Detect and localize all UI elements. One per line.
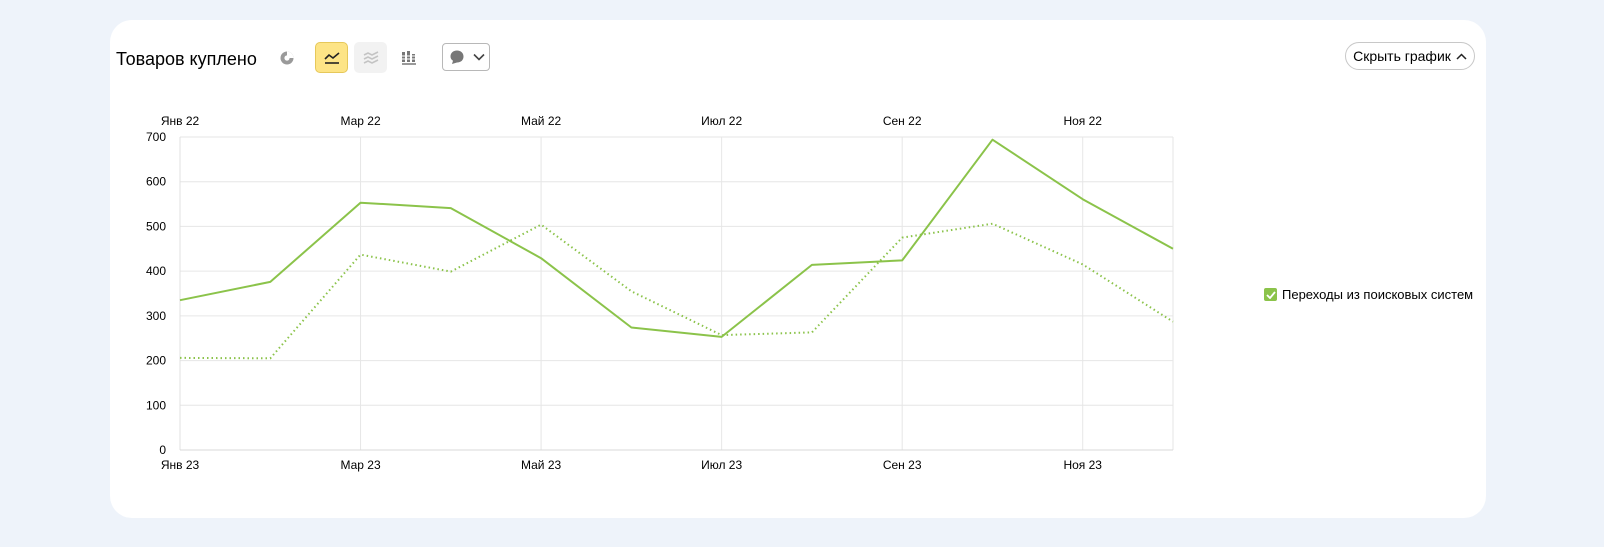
- widget-title: Товаров куплено: [116, 49, 257, 69]
- y-tick-label: 300: [146, 309, 166, 323]
- hide-chart-button[interactable]: Скрыть график: [1345, 42, 1475, 70]
- legend-checkbox[interactable]: [1264, 288, 1277, 301]
- line-chart-button[interactable]: [315, 42, 348, 73]
- x-tick-label-top: Июл 22: [701, 114, 742, 128]
- chevron-down-icon: [473, 53, 485, 61]
- hide-chart-label: Скрыть график: [1353, 48, 1451, 64]
- area-chart-icon: [363, 50, 378, 64]
- area-chart-button[interactable]: [354, 42, 387, 73]
- line-chart-icon: [323, 51, 340, 64]
- y-tick-label: 400: [146, 264, 166, 278]
- pie-chart-button[interactable]: [270, 42, 303, 73]
- y-tick-label: 100: [146, 398, 166, 412]
- line-chart: 0 100 200 300 400 500 600 700 Янв 23 Янв 22 Мар 23…: [146, 114, 1174, 472]
- y-tick-label: 700: [146, 130, 166, 144]
- comment-icon: [450, 50, 464, 64]
- x-tick-label-top: Сен 22: [883, 114, 922, 128]
- x-tick-label-bottom: Мар 23: [340, 458, 380, 472]
- chevron-up-icon: [1456, 52, 1467, 60]
- series-line-2022: [179, 222, 1174, 360]
- x-tick-label-bottom: Янв 23: [161, 458, 200, 472]
- check-icon: [1265, 290, 1276, 299]
- bar-chart-icon: [401, 51, 416, 65]
- annotation-dropdown[interactable]: [442, 43, 490, 71]
- y-tick-label: 0: [159, 443, 166, 457]
- x-tick-label-bottom: Ноя 23: [1063, 458, 1102, 472]
- chart-widget: Товаров куплено: [110, 20, 1486, 518]
- x-tick-label-bottom: Май 23: [521, 458, 562, 472]
- x-tick-label-top: Май 22: [521, 114, 562, 128]
- y-tick-label: 200: [146, 354, 166, 368]
- series-line-2023: [179, 138, 1174, 338]
- x-tick-label-bottom: Июл 23: [701, 458, 742, 472]
- x-tick-label-top: Мар 22: [340, 114, 380, 128]
- x-tick-label-top: Янв 22: [161, 114, 200, 128]
- x-tick-label-bottom: Сен 23: [883, 458, 922, 472]
- pie-chart-icon: [280, 51, 293, 64]
- legend-label: Переходы из поисковых систем: [1282, 287, 1474, 302]
- bar-chart-button[interactable]: [392, 42, 425, 73]
- y-tick-label: 500: [146, 219, 166, 233]
- legend-item[interactable]: Переходы из поисковых систем: [1264, 287, 1473, 302]
- y-tick-label: 600: [146, 175, 166, 189]
- x-tick-label-top: Ноя 22: [1063, 114, 1102, 128]
